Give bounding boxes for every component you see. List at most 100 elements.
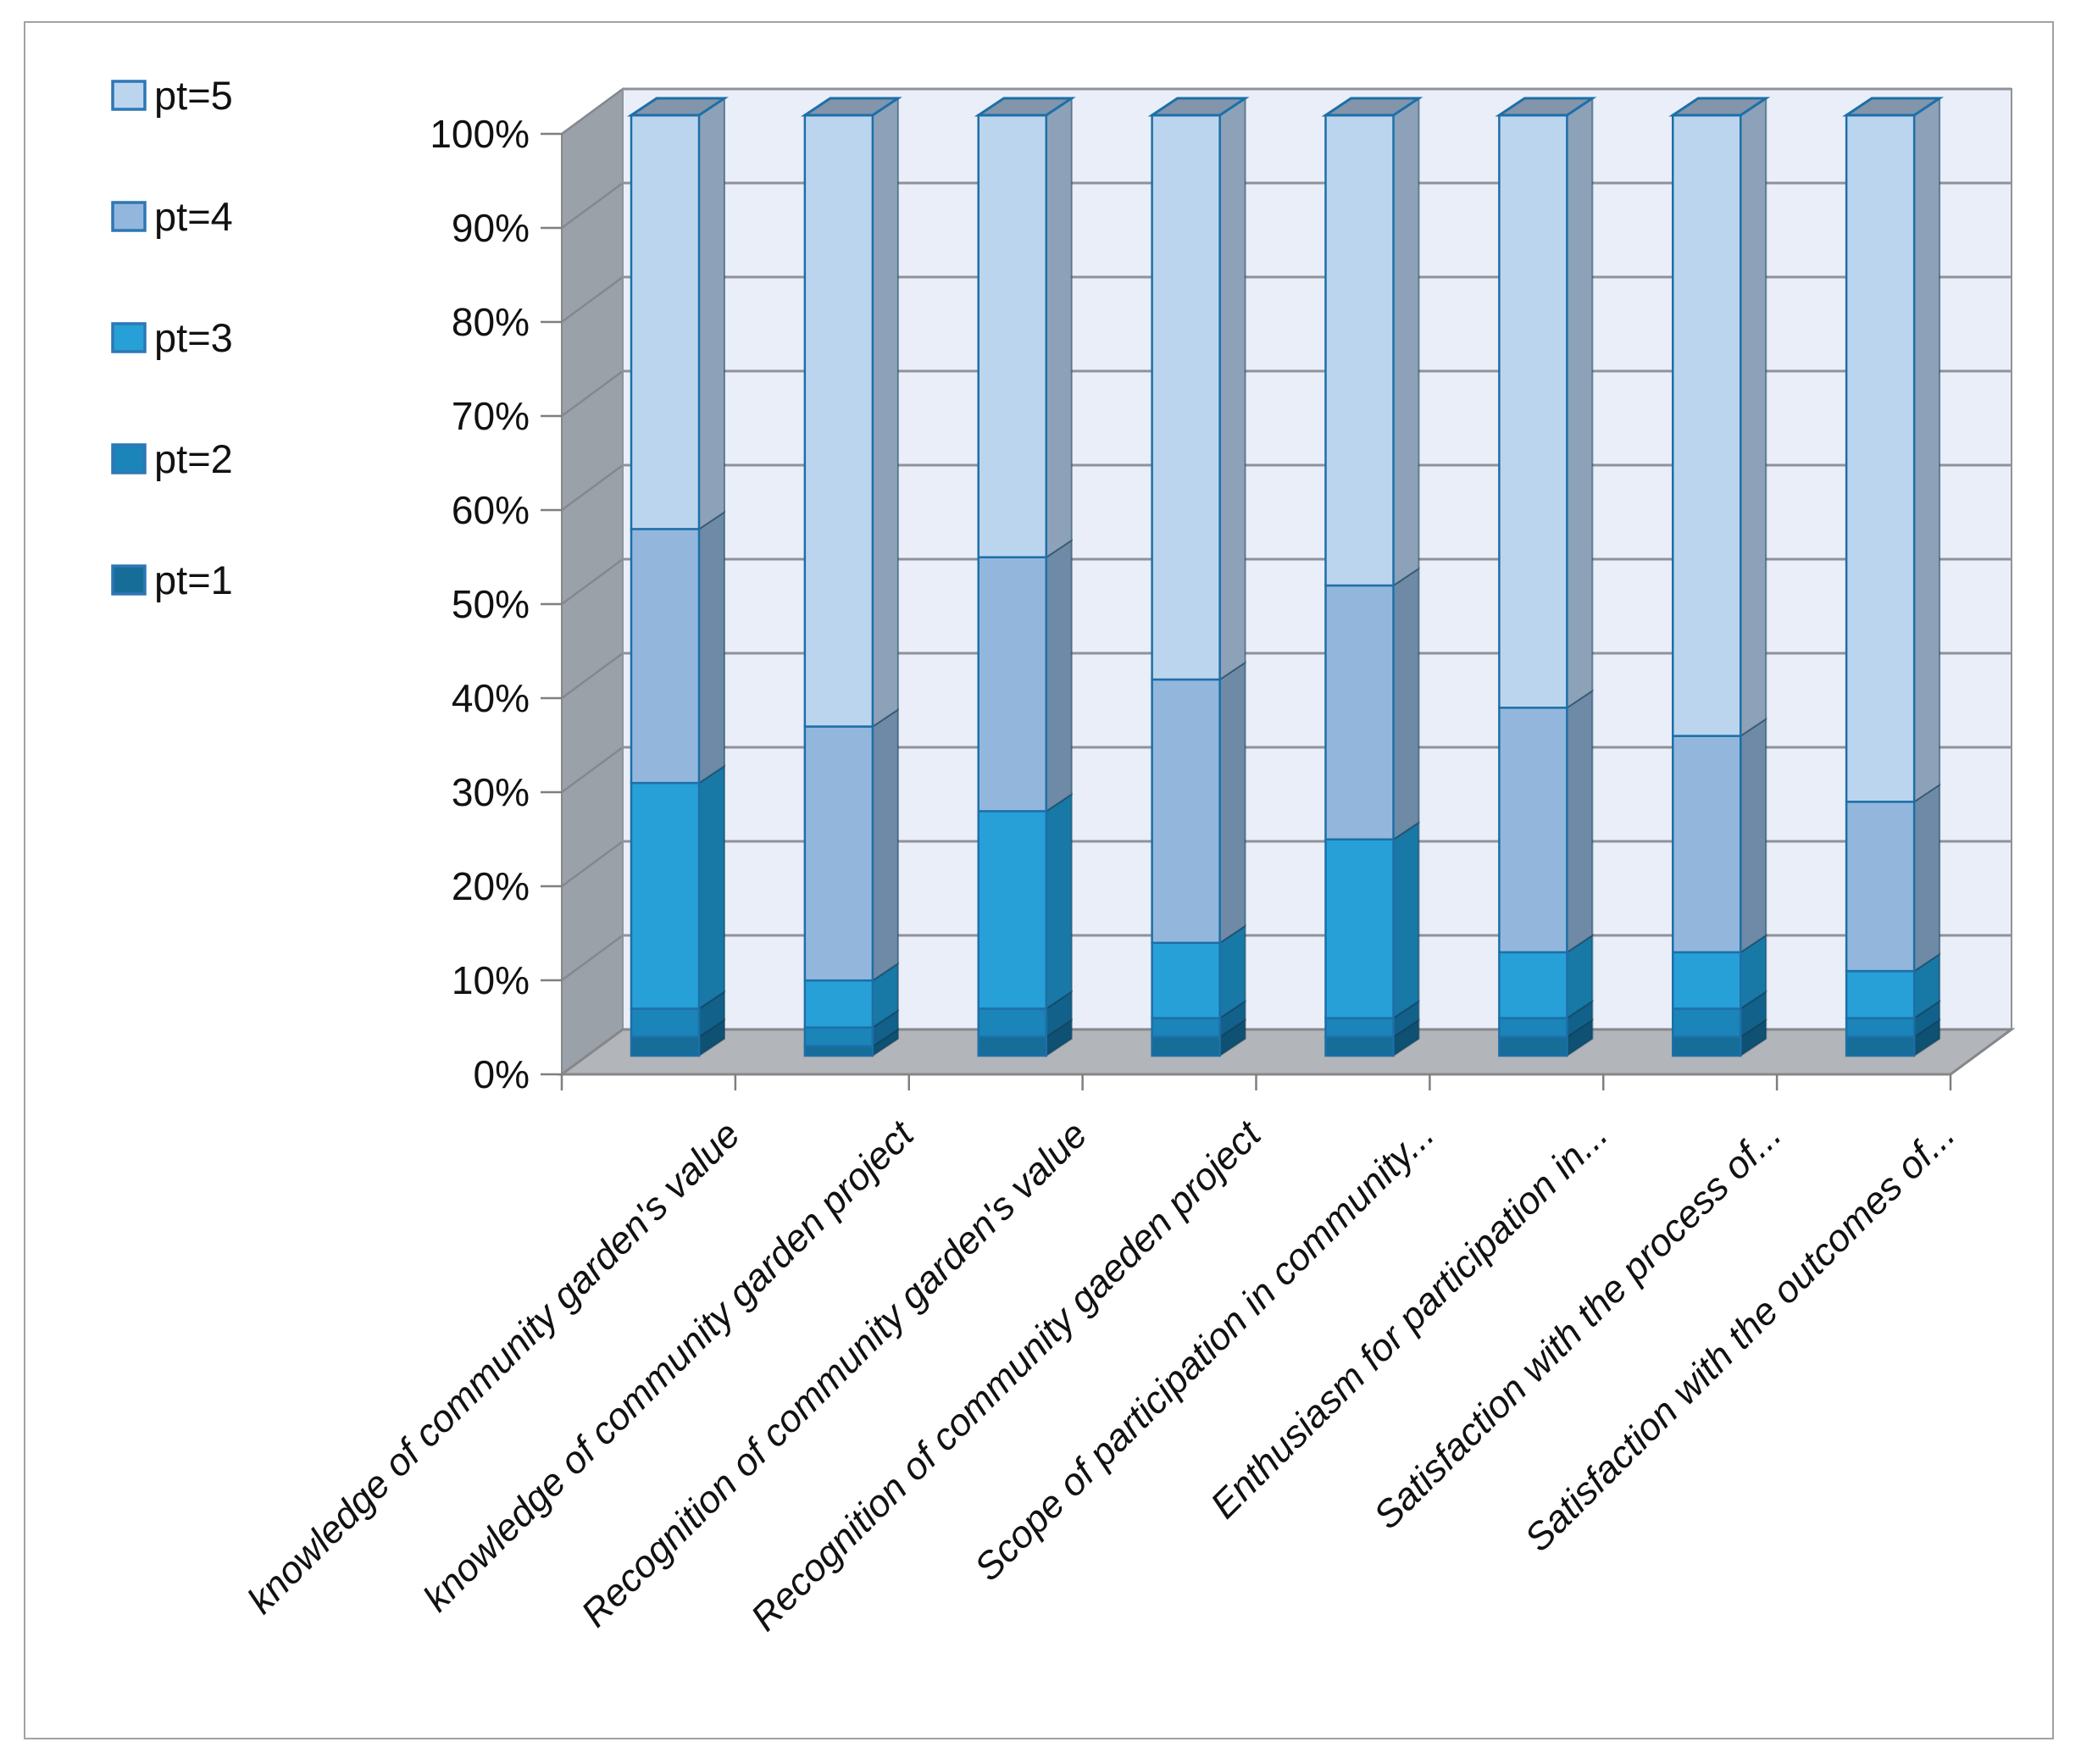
bar-top-cap [1668,97,1771,117]
bar-segment-pt=2 [1498,1017,1568,1039]
bar-segment-pt=4 [1672,735,1742,954]
bar-segment-pt=5 [1324,114,1395,587]
bar-segment-pt=3 [630,781,701,1010]
bar-segment-pt=5 [803,114,874,728]
bar-segment-pt=1 [1672,1035,1742,1057]
bar-segment-pt=4 [1498,707,1568,954]
bar-segment-pt=5 [1845,114,1916,803]
bar-side-pt=5 [871,97,899,729]
side-wall-gridline [561,369,624,418]
bar-side-pt=5 [698,97,725,531]
bar-segment-pt=1 [803,1045,874,1057]
bar-top-cap [1842,97,1945,117]
bar-side-pt=4 [1566,689,1594,954]
bar-segment-pt=2 [1845,1017,1916,1039]
bar-side-pt=5 [1566,97,1594,710]
bar-segment-pt=2 [977,1007,1047,1039]
bar-segment-pt=1 [1324,1035,1395,1057]
bar-side-pt=5 [1913,97,1941,804]
y-axis-label: 30% [452,770,530,814]
bar-segment-pt=2 [1324,1017,1395,1039]
bar-segment-pt=3 [1845,969,1916,1019]
side-wall-gridline [561,87,624,136]
bar-segment-pt=2 [630,1007,701,1039]
bar-top-cap [627,97,729,117]
side-wall-gridline [561,746,624,794]
bar-segment-pt=2 [1151,1017,1221,1039]
bar-segment-pt=4 [977,556,1047,813]
legend-label-pt=5: pt=5 [154,73,233,118]
bar-side-pt=3 [1392,820,1420,1020]
bar-segment-pt=1 [630,1035,701,1057]
bar-top-cap [1147,97,1250,117]
bar-side-pt=4 [698,510,725,785]
side-wall-gridline [561,652,624,700]
y-axis-label: 20% [452,864,530,908]
side-wall-gridline [561,275,624,324]
bar-segment-pt=1 [1845,1035,1916,1057]
bar-top-cap [1321,97,1423,117]
side-wall-gridline [561,181,624,230]
side-wall-gridline [561,840,624,888]
bar-segment-pt=1 [1151,1035,1221,1057]
legend-label-pt=1: pt=1 [154,557,233,602]
legend-swatch-pt=5 [111,80,147,111]
y-axis-label: 40% [452,676,530,720]
side-wall-gridline [561,557,624,606]
bar-top-cap [800,97,902,117]
bar-top-cap [974,97,1076,117]
bar-segment-pt=4 [803,725,874,982]
y-axis-label: 80% [452,300,530,344]
side-wall-gridline [561,463,624,512]
bar-segment-pt=5 [977,114,1047,558]
bar-segment-pt=3 [803,979,874,1029]
bar-side-pt=4 [1740,717,1767,954]
bar-segment-pt=3 [1498,951,1568,1019]
bar-segment-pt=3 [1672,951,1742,1010]
bar-side-pt=4 [1913,783,1941,973]
bar-segment-pt=3 [1151,941,1221,1019]
side-wall-gridline [561,934,624,982]
y-axis-label: 0% [474,1052,530,1096]
legend-label-pt=4: pt=4 [154,194,233,239]
bar-side-pt=5 [1218,97,1246,681]
bar-side-pt=4 [871,707,899,983]
y-axis-label: 90% [452,206,530,250]
bar-segment-pt=2 [1672,1007,1742,1039]
legend-label-pt=3: pt=3 [154,315,233,360]
bar-segment-pt=3 [1324,838,1395,1019]
bar-side-pt=4 [1218,661,1246,945]
legend-swatch-pt=1 [111,564,147,596]
bar-segment-pt=1 [1498,1035,1568,1057]
y-axis-label: 50% [452,582,530,626]
bar-segment-pt=4 [630,528,701,785]
bar-segment-pt=2 [803,1026,874,1048]
y-axis-label: 100% [430,112,530,156]
legend-swatch-pt=4 [111,201,147,232]
bar-top-cap [1495,97,1597,117]
legend-swatch-pt=2 [111,443,147,474]
bar-side-pt=5 [1392,97,1420,587]
y-axis-label: 60% [452,488,530,532]
bar-segment-pt=5 [630,114,701,530]
y-axis-label: 10% [452,958,530,1002]
bar-segment-pt=4 [1151,678,1221,945]
bar-side-pt=3 [698,764,725,1011]
y-axis-label: 70% [452,394,530,438]
chart-floor [558,1028,2016,1076]
bar-segment-pt=5 [1498,114,1568,709]
bar-segment-pt=3 [977,810,1047,1010]
bar-side-pt=5 [1045,97,1073,559]
legend-swatch-pt=3 [111,322,147,353]
bar-segment-pt=4 [1845,801,1916,973]
bar-segment-pt=4 [1324,584,1395,840]
legend-label-pt=2: pt=2 [154,436,233,481]
bar-side-pt=5 [1740,97,1767,738]
bar-segment-pt=5 [1151,114,1221,681]
bar-segment-pt=1 [977,1035,1047,1057]
bar-side-pt=4 [1045,538,1073,813]
bar-side-pt=3 [1045,792,1073,1011]
bar-segment-pt=5 [1672,114,1742,737]
